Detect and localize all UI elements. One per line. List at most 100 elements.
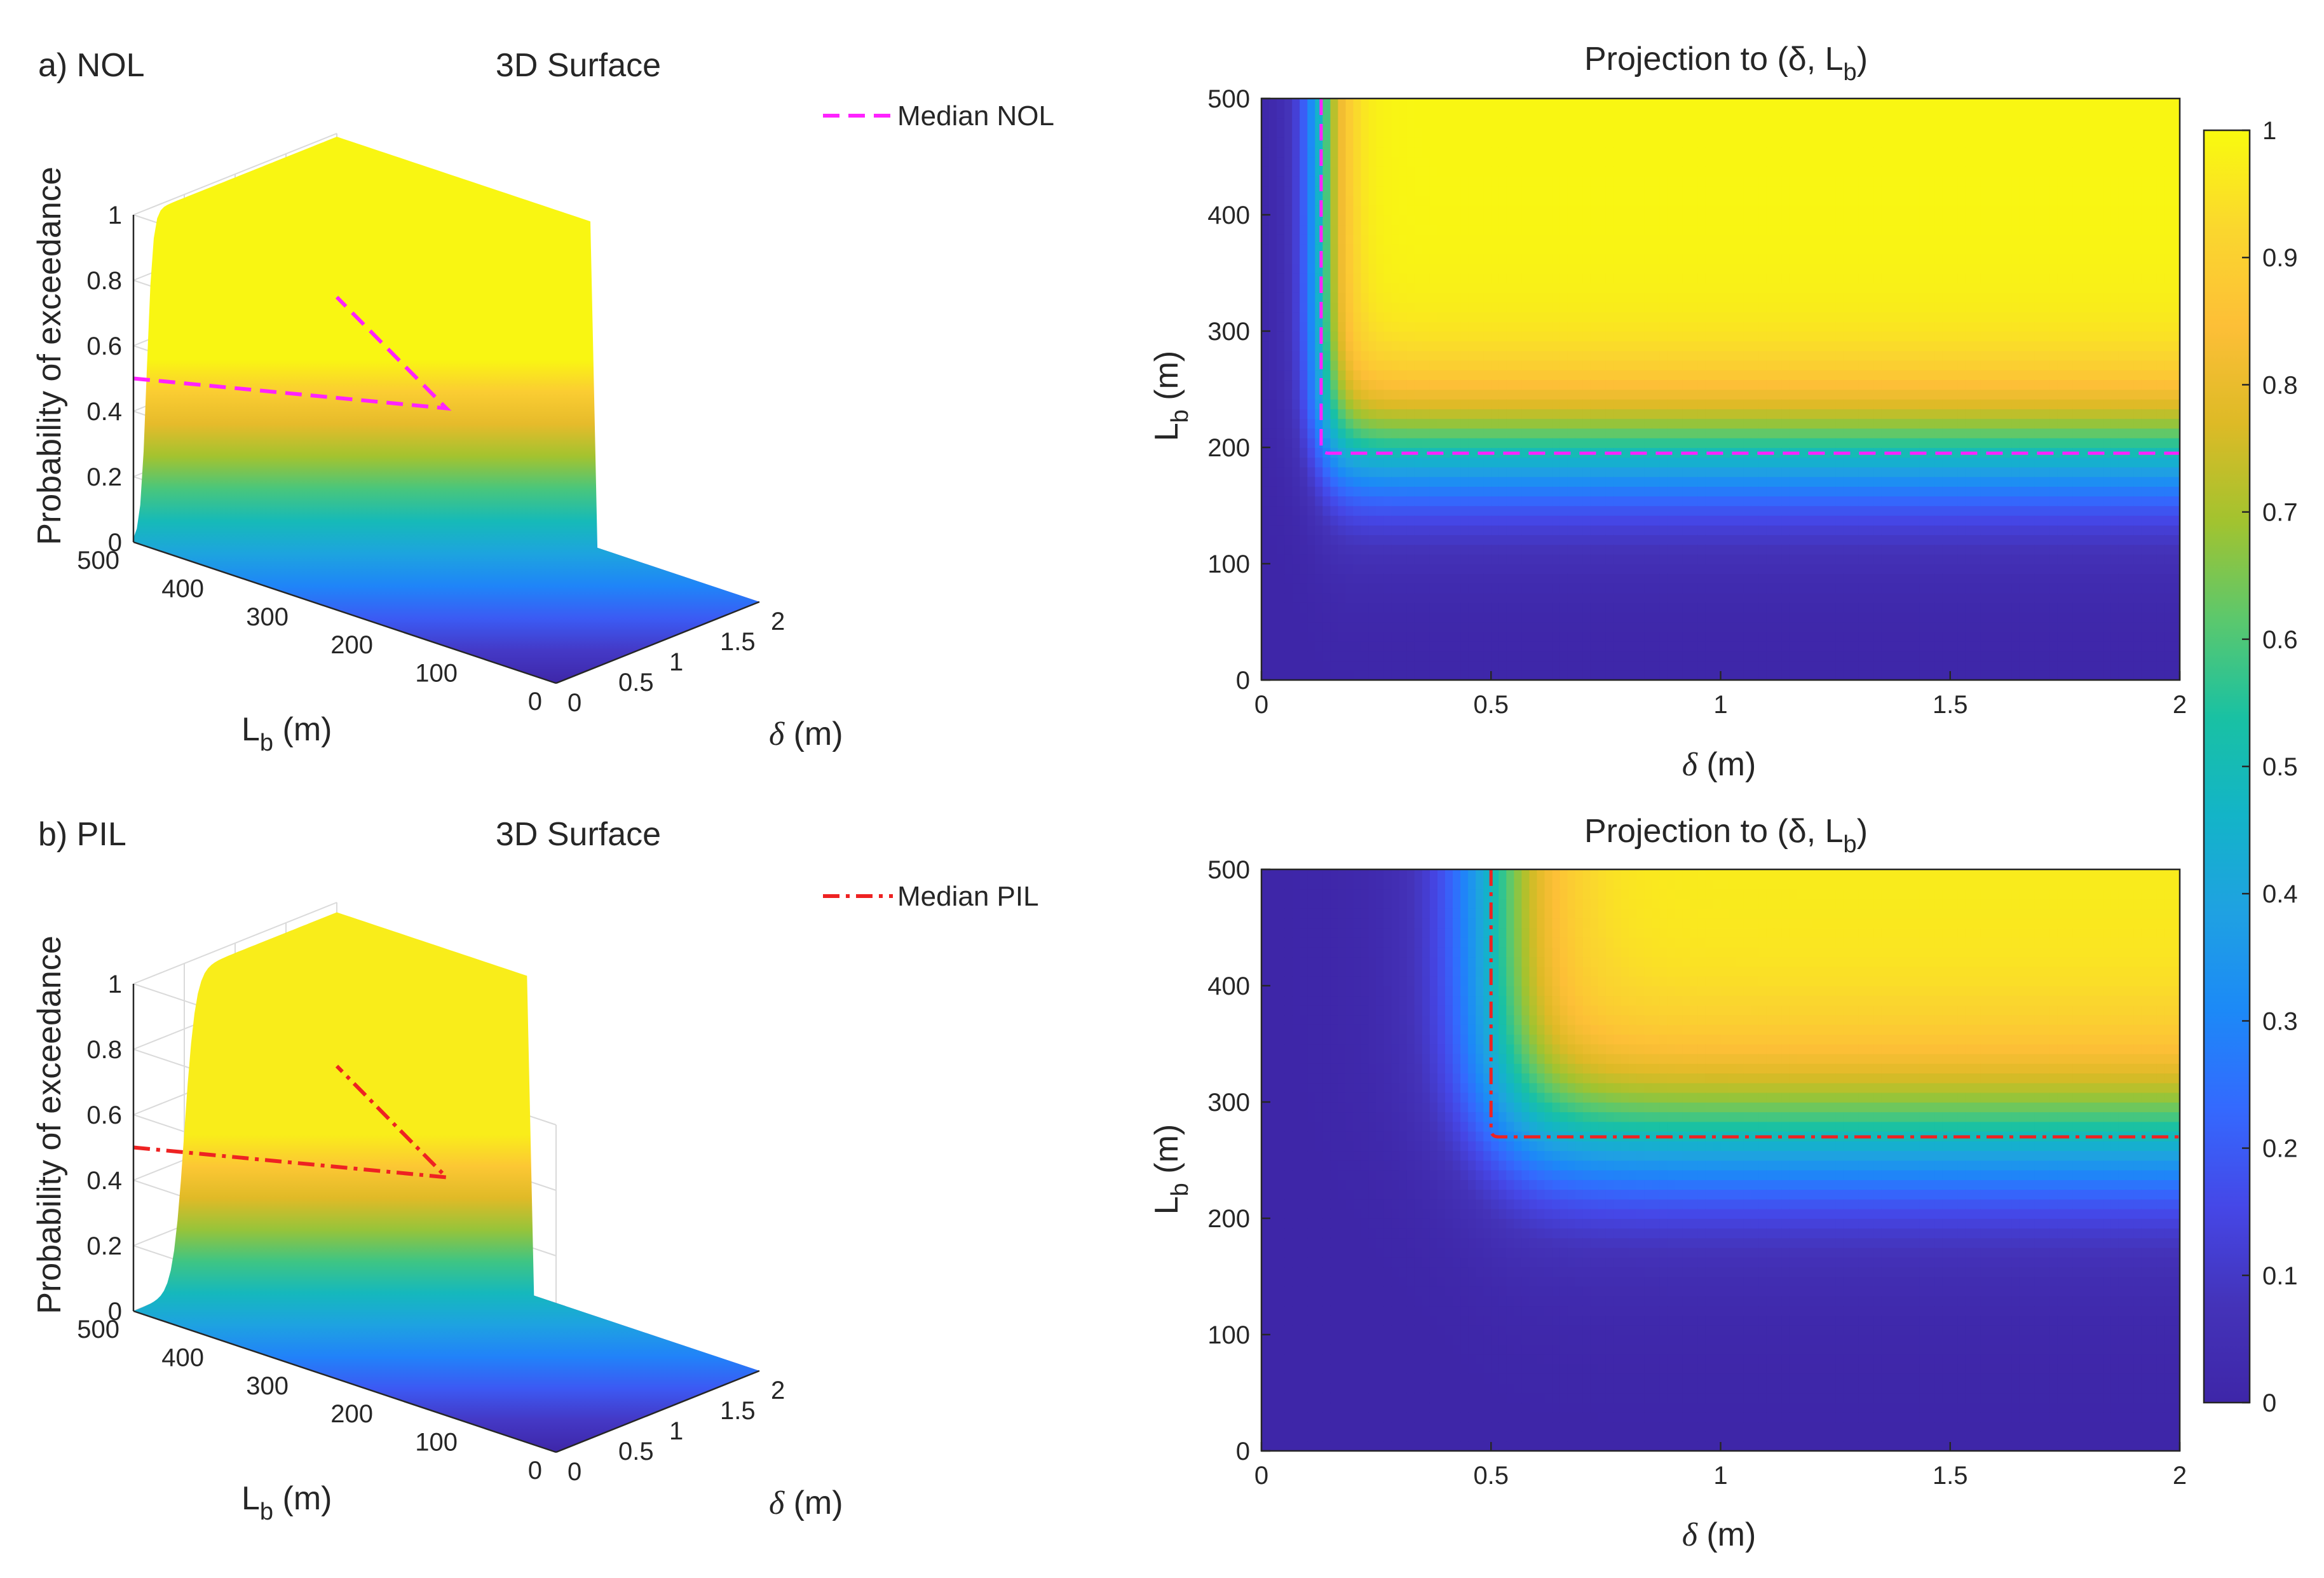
heatmap-cell (1521, 156, 1530, 167)
heatmap-cell (1705, 350, 1714, 361)
heatmap-cell (1368, 573, 1377, 584)
heatmap-cell (1491, 544, 1500, 555)
heatmap-cell (1468, 583, 1476, 594)
heatmap-cell (1491, 176, 1500, 187)
heatmap-cell (1866, 263, 1875, 274)
heatmap-cell (1851, 573, 1859, 584)
heatmap-cell (1682, 651, 1691, 662)
heatmap-cell (1437, 496, 1446, 507)
heatmap-cell (1605, 108, 1614, 119)
heatmap-cell (1812, 544, 1821, 555)
heatmap-cell (1353, 592, 1362, 603)
heatmap-cell (1690, 496, 1699, 507)
heatmap-cell (1766, 564, 1775, 575)
heatmap-cell (1720, 379, 1729, 390)
heatmap-cell (1391, 379, 1400, 390)
heatmap-cell (1743, 205, 1752, 215)
heatmap-cell (1781, 466, 1790, 477)
heatmap-cell (1361, 321, 1369, 332)
heatmap-cell (1873, 215, 1882, 226)
heatmap-cell (1881, 466, 1890, 477)
heatmap-cell (1866, 660, 1875, 671)
z-tick-label: 0 (108, 529, 122, 557)
heatmap-cell (1873, 360, 1882, 371)
heatmap-cell (1445, 127, 1453, 138)
heatmap-cell (1406, 602, 1415, 613)
heatmap-cell (1667, 534, 1675, 545)
heatmap-cell (1476, 554, 1484, 564)
heatmap-cell (1453, 564, 1461, 575)
heatmap-cell (1690, 118, 1699, 128)
heatmap-cell (1437, 127, 1446, 138)
heatmap-cell (1514, 224, 1523, 235)
heatmap-cell (1292, 515, 1300, 526)
heatmap-cell (1300, 127, 1308, 138)
heatmap-cell (1697, 660, 1706, 671)
heatmap-cell (1835, 505, 1844, 516)
heatmap-cell (1468, 496, 1476, 507)
heatmap-cell (1873, 437, 1882, 448)
heatmap-cell (1575, 350, 1584, 361)
heatmap-cell (1758, 592, 1767, 603)
heatmap-cell (1476, 457, 1484, 468)
heatmap-cell (1353, 215, 1362, 226)
heatmap-cell (1552, 195, 1561, 206)
heatmap-cell (1537, 660, 1546, 671)
heatmap-cell (1705, 515, 1714, 526)
heatmap-cell (1330, 573, 1339, 584)
heatmap-cell (1468, 447, 1476, 458)
heatmap-cell (1476, 409, 1484, 419)
heatmap-cell (1376, 602, 1385, 613)
heatmap-cell (1675, 176, 1683, 187)
heatmap-cell (1820, 515, 1828, 526)
heatmap-cell (1330, 282, 1339, 293)
heatmap-cell (1261, 147, 1270, 158)
heatmap-cell (1621, 118, 1629, 128)
heatmap-cell (1652, 670, 1660, 681)
heatmap-cell (1820, 254, 1828, 264)
heatmap-cell (1506, 622, 1515, 632)
heatmap-cell (1652, 418, 1660, 429)
heatmap-cell (1728, 137, 1737, 148)
heatmap-cell (1391, 670, 1400, 681)
heatmap-cell (1414, 137, 1423, 148)
heatmap-cell (1476, 311, 1484, 322)
heatmap-cell (1644, 389, 1652, 400)
heatmap-cell (1575, 534, 1584, 545)
heatmap-cell (1675, 273, 1683, 283)
heatmap-cell (1590, 292, 1599, 303)
heatmap-cell (1422, 215, 1430, 226)
heatmap-cell (1468, 428, 1476, 439)
heatmap-cell (1330, 292, 1339, 303)
heatmap-cell (1812, 631, 1821, 642)
heatmap-cell (1269, 573, 1277, 584)
heatmap-cell (1682, 350, 1691, 361)
heatmap-cell (1644, 486, 1652, 497)
heatmap-cell (1529, 186, 1538, 196)
heatmap-cell (1828, 544, 1836, 555)
heatmap-cell (1567, 505, 1576, 516)
heatmap-cell (1399, 243, 1408, 254)
heatmap-cell (1406, 418, 1415, 429)
heatmap-cell (1590, 195, 1599, 206)
heatmap-cell (1652, 631, 1660, 642)
heatmap-cell (1345, 612, 1354, 623)
heatmap-cell (1292, 147, 1300, 158)
heatmap-cell (1851, 602, 1859, 613)
heatmap-cell (1667, 466, 1675, 477)
heatmap-cell (1315, 564, 1324, 575)
heatmap-cell (1851, 360, 1859, 371)
heatmap-cell (1843, 505, 1851, 516)
heatmap-cell (1843, 544, 1851, 555)
heatmap-cell (1383, 311, 1392, 322)
heatmap-cell (1277, 612, 1285, 623)
heatmap-cell (1713, 108, 1722, 119)
heatmap-cell (1491, 341, 1500, 351)
heatmap-cell (1307, 176, 1316, 187)
heatmap-cell (1361, 254, 1369, 264)
heatmap-cell (1690, 389, 1699, 400)
heatmap-cell (1514, 564, 1523, 575)
heatmap-cell (1414, 651, 1423, 662)
heatmap-cell (1453, 622, 1461, 632)
heatmap-cell (1284, 496, 1293, 507)
